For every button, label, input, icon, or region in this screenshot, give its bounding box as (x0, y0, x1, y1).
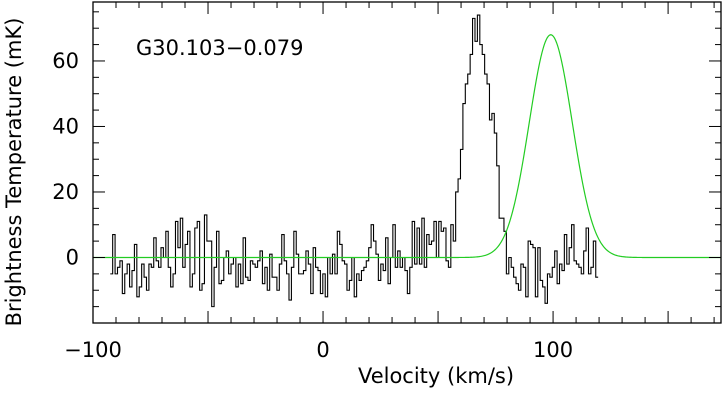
spectrum-layer (110, 14, 599, 308)
x-axis-title: Velocity (km/s) (358, 364, 514, 388)
y-tick-label: 20 (52, 180, 79, 204)
y-axis-title: Brightness Temperature (mK) (2, 18, 26, 327)
y-tick-label: 60 (52, 49, 79, 73)
fit-layer (93, 34, 721, 259)
y-tick-label: 0 (66, 245, 79, 269)
x-tick-label: −100 (64, 338, 122, 362)
x-tick-label: 100 (533, 338, 573, 362)
spectrum-histogram (110, 14, 599, 308)
gaussian-fit-line (93, 34, 721, 259)
source-annotation: G30.103−0.079 (136, 36, 303, 60)
x-tick-label: 0 (316, 338, 329, 362)
tick-labels: −100 0 100 0 20 40 60 (52, 49, 573, 362)
plot-frame (92, 1, 722, 324)
y-tick-label: 40 (52, 114, 79, 138)
